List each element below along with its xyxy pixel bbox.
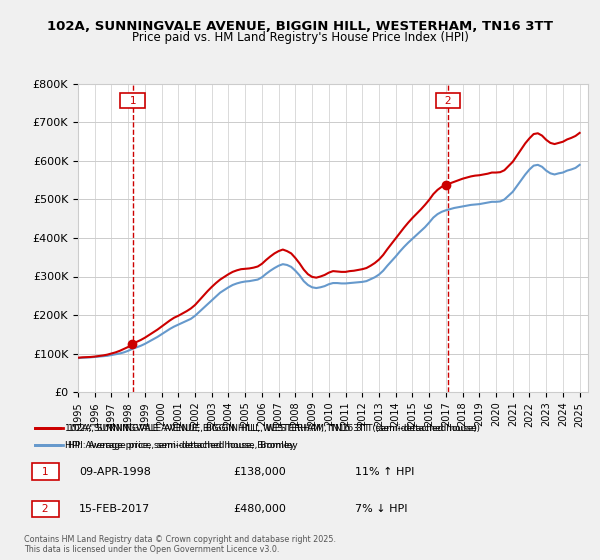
Text: 09-APR-1998: 09-APR-1998 [79,467,151,477]
Text: Price paid vs. HM Land Registry's House Price Index (HPI): Price paid vs. HM Land Registry's House … [131,31,469,44]
Text: £138,000: £138,000 [234,467,287,477]
Text: £480,000: £480,000 [234,504,287,514]
Text: 1: 1 [35,467,55,477]
Text: 102A, SUNNINGVALE AVENUE, BIGGIN HILL, WESTERHAM, TN16 3TT: 102A, SUNNINGVALE AVENUE, BIGGIN HILL, W… [47,20,553,32]
Text: 2: 2 [35,504,55,514]
Text: 15-FEB-2017: 15-FEB-2017 [79,504,151,514]
Text: 11% ↑ HPI: 11% ↑ HPI [355,467,415,477]
Text: 102A, SUNNINGVALE AVENUE, BIGGIN HILL, WESTERHAM, TN16 3TT (semi-detached house): 102A, SUNNINGVALE AVENUE, BIGGIN HILL, W… [68,424,480,433]
Text: HPI: Average price, semi-detached house, Bromley: HPI: Average price, semi-detached house,… [68,441,298,450]
Text: HPI: Average price, semi-detached house, Bromley: HPI: Average price, semi-detached house,… [65,441,295,450]
Text: 7% ↓ HPI: 7% ↓ HPI [355,504,408,514]
Text: 102A, SUNNINGVALE AVENUE, BIGGIN HILL, WESTERHAM, TN16 3TT (semi-detached house): 102A, SUNNINGVALE AVENUE, BIGGIN HILL, W… [65,424,478,433]
Text: 2: 2 [438,96,458,105]
Text: Contains HM Land Registry data © Crown copyright and database right 2025.
This d: Contains HM Land Registry data © Crown c… [24,535,336,554]
Text: 1: 1 [122,96,143,105]
